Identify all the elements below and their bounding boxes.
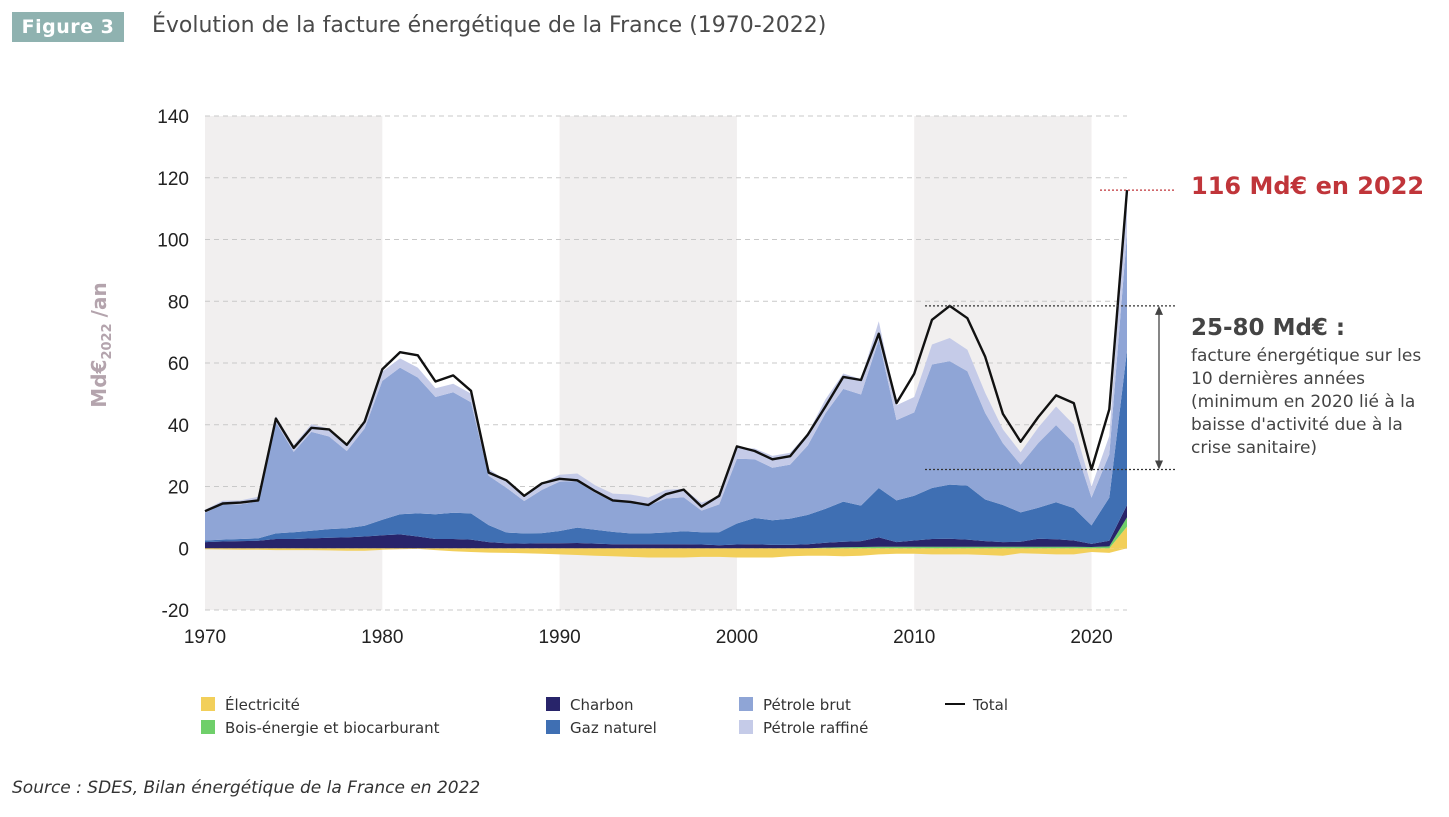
y-tick-100: 100 (157, 231, 189, 252)
legend-label: Pétrole raffiné (763, 719, 869, 737)
stacked-areas (205, 187, 1127, 558)
range-callout-title: 25-80 Md€ : (1191, 315, 1346, 341)
range-callout-text: facture énergétique sur les 10 dernières… (1191, 346, 1422, 458)
legend-label: Gaz naturel (570, 719, 657, 737)
legend-label: Bois-énergie et biocarburant (225, 719, 440, 737)
legend-swatch-charbon (546, 696, 560, 711)
y-tick-80: 80 (168, 292, 189, 313)
y-tick-20: 20 (168, 478, 189, 499)
page-title: Évolution de la facture énergétique de l… (152, 13, 827, 38)
legend-item-charbon: Charbon (546, 694, 634, 716)
source-note: Source : SDES, Bilan énergétique de la F… (12, 778, 481, 798)
legend-item-gaz: Gaz naturel (546, 717, 657, 739)
y-tick-60: 60 (168, 354, 189, 375)
total-line (204, 190, 1129, 513)
x-tick-1970: 1970 (184, 627, 226, 648)
figure-badge: Figure 3 (12, 12, 124, 42)
legend-label: Pétrole brut (763, 696, 851, 714)
area-gaz (205, 350, 1127, 546)
legend-label: Total (973, 696, 1009, 714)
area-petrole-raffine (205, 187, 1127, 513)
y-tick-40: 40 (168, 416, 189, 437)
x-tick-labels: 1970 1980 1990 2000 2010 2020 (184, 627, 1113, 648)
max-value-callout: 116 Md€ en 2022 (1191, 172, 1425, 200)
y-tick-labels: -20 0 20 40 60 80 100 120 140 (157, 107, 189, 622)
x-tick-2000: 2000 (716, 627, 758, 648)
range-arrow-head-bottom (1155, 460, 1163, 470)
area-charbon (205, 505, 1127, 549)
legend-item-total: Total (945, 694, 1008, 716)
x-tick-2020: 2020 (1070, 627, 1112, 648)
y-axis-title: Md€2022/an (87, 282, 115, 407)
legend-item-petrole-brut: Pétrole brut (739, 694, 851, 716)
legend-swatch-petrole-raffine (739, 719, 753, 734)
range-arrow-head-top (1155, 305, 1163, 315)
legend-swatch-total (945, 702, 965, 705)
legend-swatch-bois (201, 719, 215, 734)
annotations (925, 189, 1175, 471)
y-tick-120: 120 (157, 169, 189, 190)
legend-item-electricite: Électricité (201, 694, 300, 716)
y-tick-0: 0 (178, 539, 189, 560)
legend-label: Charbon (570, 696, 634, 714)
area-electricite-negative (205, 548, 1127, 558)
area-petrole-brut (205, 233, 1127, 541)
x-tick-1990: 1990 (538, 627, 580, 648)
legend-swatch-petrole-brut (739, 696, 753, 711)
legend-label: Électricité (225, 696, 300, 714)
x-tick-2010: 2010 (893, 627, 935, 648)
legend-swatch-electricite (201, 696, 215, 711)
legend-swatch-gaz (546, 719, 560, 734)
y-tick--20: -20 (162, 601, 189, 622)
legend-item-petrole-raffine: Pétrole raffiné (739, 717, 868, 739)
x-tick-1980: 1980 (361, 627, 403, 648)
y-tick-140: 140 (157, 107, 189, 128)
y-axis-label: Md€2022/an (87, 282, 115, 407)
total-line-group (204, 190, 1129, 513)
legend-item-bois: Bois-énergie et biocarburant (201, 717, 440, 739)
